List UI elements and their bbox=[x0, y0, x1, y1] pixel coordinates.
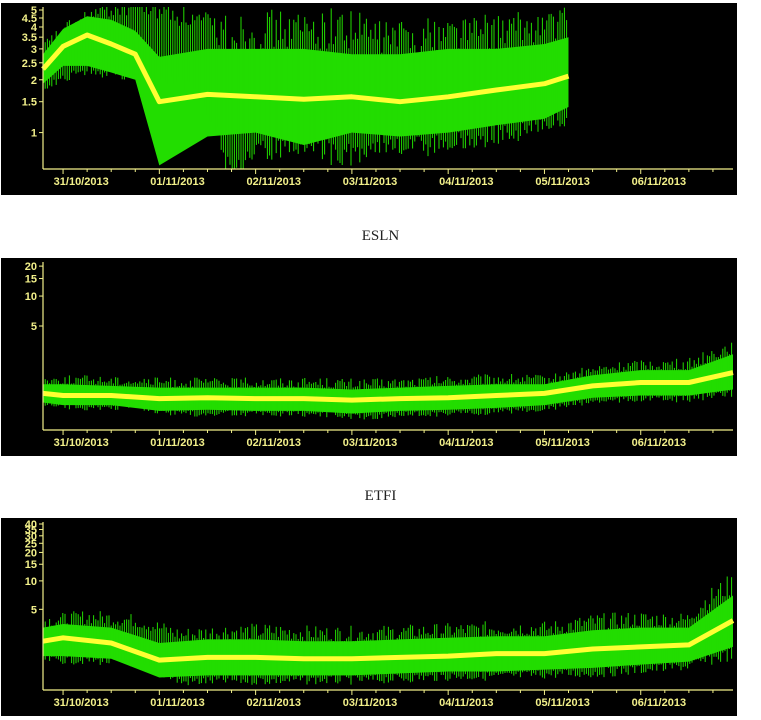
y-tick-label: 2.5 bbox=[22, 58, 37, 70]
y-tick-label: 35 bbox=[25, 524, 37, 536]
y-tick-label: 1 bbox=[31, 128, 37, 140]
x-tick-label: 02/11/2013 bbox=[247, 697, 301, 709]
x-tick-label: 03/11/2013 bbox=[343, 176, 397, 188]
y-tick-label: 20 bbox=[25, 547, 37, 559]
median-line-2 bbox=[42, 370, 734, 403]
x-tick-label: 05/11/2013 bbox=[535, 176, 589, 188]
y-tick-label: 40 bbox=[25, 519, 37, 531]
chart-title-2: ESLN bbox=[361, 228, 400, 244]
x-tick-label: 31/10/2013 bbox=[54, 697, 109, 709]
median-line-1 bbox=[41, 32, 570, 105]
y-tick-label: 4 bbox=[31, 22, 38, 34]
y-tick-label: 5 bbox=[31, 321, 37, 333]
y-tick-label: 3 bbox=[31, 44, 37, 56]
x-tick-label: 05/11/2013 bbox=[535, 437, 589, 449]
y-tick-label: 5 bbox=[31, 604, 37, 616]
chart-title-3: ETFI bbox=[364, 488, 397, 504]
x-tick-label: 01/11/2013 bbox=[150, 697, 204, 709]
median-line-3 bbox=[42, 618, 735, 663]
x-tick-label: 03/11/2013 bbox=[343, 697, 397, 709]
x-tick-label: 06/11/2013 bbox=[632, 437, 686, 449]
y-tick-label: 25 bbox=[25, 538, 37, 550]
x-tick-label: 02/11/2013 bbox=[247, 437, 301, 449]
chart-panel-2: 5 10 15 20 31/10/2013 01/11/2013 02/11/2013 03/… bbox=[1, 258, 737, 456]
x-tick-label: 31/10/2013 bbox=[54, 176, 109, 188]
y-tick-label: 1.5 bbox=[22, 97, 37, 109]
y-tick-label: 10 bbox=[25, 291, 37, 303]
x-tick-label: 03/11/2013 bbox=[343, 437, 397, 449]
chart-svg-1: 1 1.5 2 2.5 33.544.55 31/10/2013 01/11/2013 02/… bbox=[22, 5, 733, 188]
chart-panel-3: 5 10 15 20 25 30 35 40 31/10/2013 01/11/2013 02/11… bbox=[1, 518, 737, 716]
x-tick-label: 06/11/2013 bbox=[632, 176, 686, 188]
chart-panel-1: 1 1.5 2 2.5 3 3.5 4 4.5 5 31/10/2013 01/11/2013 02/… bbox=[1, 3, 737, 195]
x-tick-label: 02/11/2013 bbox=[247, 176, 301, 188]
x-tick-label: 01/11/2013 bbox=[150, 176, 204, 188]
y-tick-label: 4.5 bbox=[22, 13, 37, 25]
x-tick-label: 04/11/2013 bbox=[439, 176, 493, 188]
x-tick-label: 06/11/2013 bbox=[632, 697, 686, 709]
x-tick-label: 04/11/2013 bbox=[439, 437, 493, 449]
y-tick-label: 3.5 bbox=[22, 32, 37, 44]
y-tick-label: 15 bbox=[25, 559, 37, 571]
y-tick-label: 15 bbox=[25, 274, 37, 286]
x-tick-label: 05/11/2013 bbox=[535, 697, 589, 709]
x-tick-label: 01/11/2013 bbox=[150, 437, 204, 449]
x-tick-label: 04/11/2013 bbox=[439, 697, 493, 709]
y-tick-label: 30 bbox=[25, 531, 37, 543]
y-tick-label: 10 bbox=[25, 576, 37, 588]
y-tick-label: 5 bbox=[31, 5, 37, 17]
envelope-spikes-1 bbox=[42, 7, 568, 169]
y-tick-label: 2 bbox=[31, 75, 37, 87]
x-tick-label: 31/10/2013 bbox=[54, 437, 109, 449]
y-tick-label: 20 bbox=[25, 261, 37, 273]
